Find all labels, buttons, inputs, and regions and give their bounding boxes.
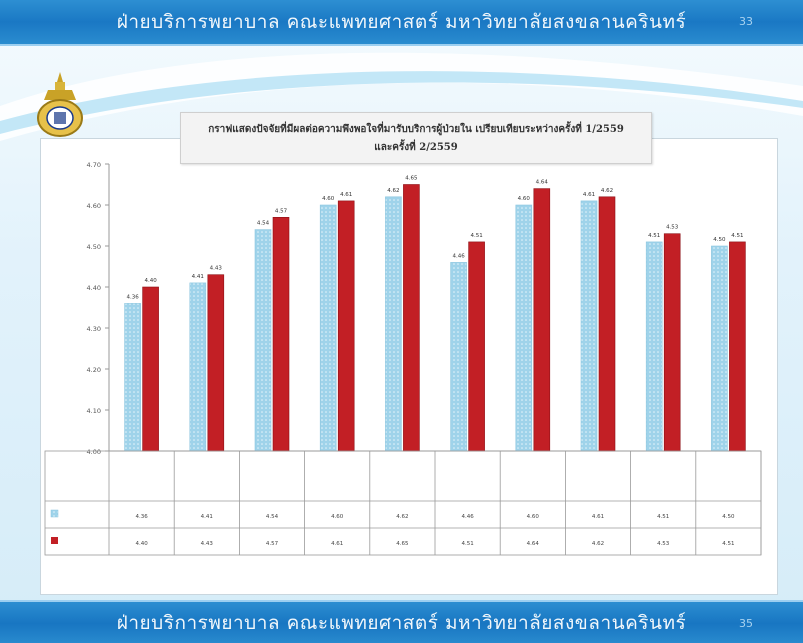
footer-band: ฝ่ายบริการพยาบาล คณะแพทยศาสตร์ มหาวิทยาล… (0, 600, 803, 643)
y-tick-label: 4.30 (87, 325, 101, 333)
bar-value-label: 4.60 (518, 196, 531, 202)
bar-series-2 (207, 274, 225, 452)
bar-series-2 (142, 286, 159, 452)
data-table-value: 4.53 (657, 541, 670, 547)
bar-series-2 (272, 217, 290, 452)
bar-value-label: 4.51 (731, 233, 743, 239)
bar-series-1 (450, 262, 467, 452)
data-table-value: 4.54 (266, 514, 279, 520)
bar-series-1 (645, 241, 663, 452)
header-title: ฝ่ายบริการพยาบาล คณะแพทยศาสตร์ มหาวิทยาล… (116, 11, 687, 33)
bar-series-2 (663, 233, 681, 452)
bar-series-2 (403, 184, 420, 452)
data-table-value: 4.46 (461, 514, 474, 520)
y-tick-label: 4.50 (87, 243, 101, 251)
bar-series-2 (468, 241, 485, 452)
data-table-value: 4.50 (722, 514, 735, 520)
bar-series-1 (319, 204, 337, 452)
footer-page-number: 35 (739, 617, 753, 630)
bar-value-label: 4.40 (144, 278, 157, 284)
bar-value-label: 4.41 (192, 274, 204, 280)
data-table-value: 4.62 (396, 514, 408, 520)
y-tick-label: 4.20 (87, 366, 101, 374)
decorative-swoosh (0, 52, 803, 142)
data-table-value: 4.51 (461, 541, 473, 547)
data-table-frame (44, 450, 762, 556)
data-table-value: 4.64 (527, 541, 540, 547)
bar-chart: 4.00 4.10 4.20 4.30 4.40 4.50 4.60 4.70 4.36 4.41… (44, 161, 762, 556)
data-table-value: 4.40 (135, 541, 148, 547)
footer-title: ฝ่ายบริการพยาบาล คณะแพทยศาสตร์ มหาวิทยาล… (116, 612, 687, 634)
bar-value-label: 4.43 (210, 266, 223, 272)
bar-value-label: 4.61 (583, 192, 595, 198)
chart-title-box: กราฟแสดงปัจจัยที่มีผลต่อความพึงพอใจที่มา… (180, 112, 652, 164)
bar-value-label: 4.46 (452, 253, 465, 259)
bar-value-label: 4.36 (126, 294, 139, 300)
bar-series-1 (711, 245, 728, 452)
chart-subtitle: และครั้งที่ 2/2559 (374, 139, 457, 153)
data-table-value: 4.61 (592, 514, 604, 520)
bar-series-1 (189, 282, 207, 452)
bar-value-label: 4.51 (470, 233, 482, 239)
chart-title: กราฟแสดงปัจจัยที่มีผลต่อความพึงพอใจที่มา… (208, 121, 624, 136)
bar-series-1 (385, 196, 402, 452)
data-table-value: 4.36 (135, 514, 148, 520)
data-table-value: 4.60 (331, 514, 344, 520)
bar-value-label: 4.64 (536, 180, 549, 186)
bar-series-1 (580, 200, 598, 452)
bar-series-1 (515, 204, 533, 452)
bar-value-label: 4.61 (340, 192, 352, 198)
data-table-value: 4.62 (592, 541, 604, 547)
header-band: ฝ่ายบริการพยาบาล คณะแพทยศาสตร์ มหาวิทยาล… (0, 0, 803, 46)
legend-key-series-2 (51, 537, 58, 544)
page-number: 33 (739, 15, 753, 28)
bar-value-label: 4.54 (257, 221, 270, 227)
bar-series-2 (337, 200, 355, 452)
bar-value-label: 4.65 (405, 176, 418, 182)
bar-series-2 (598, 196, 616, 452)
bar-value-label: 4.57 (275, 208, 288, 214)
bar-value-label: 4.50 (713, 237, 726, 243)
data-table-value: 4.65 (396, 541, 409, 547)
bar-series-1 (254, 229, 272, 452)
data-table-value: 4.57 (266, 541, 279, 547)
bar-value-label: 4.53 (666, 225, 679, 231)
data-table-value: 4.51 (657, 514, 669, 520)
legend-key-series-1 (50, 509, 59, 518)
data-table-value: 4.60 (527, 514, 540, 520)
chart-panel: 4.00 4.10 4.20 4.30 4.40 4.50 4.60 4.70 4.36 4.41… (40, 138, 778, 595)
data-table-value: 4.51 (722, 541, 734, 547)
y-tick-label: 4.00 (87, 448, 101, 456)
y-tick-label: 4.10 (87, 407, 101, 415)
bar-value-label: 4.62 (601, 188, 613, 194)
bar-series-1 (124, 303, 141, 452)
data-table-value: 4.41 (201, 514, 213, 520)
bar-value-label: 4.60 (322, 196, 335, 202)
bar-series-2 (533, 188, 551, 452)
bar-value-label: 4.51 (648, 233, 660, 239)
data-table-value: 4.43 (201, 541, 214, 547)
data-table-value: 4.61 (331, 541, 343, 547)
y-tick-label: 4.60 (87, 202, 101, 210)
y-tick-label: 4.40 (87, 284, 101, 292)
y-tick-label: 4.70 (87, 161, 101, 169)
bar-series-2 (729, 241, 746, 452)
university-crest-icon (37, 72, 83, 137)
bar-value-label: 4.62 (387, 188, 399, 194)
